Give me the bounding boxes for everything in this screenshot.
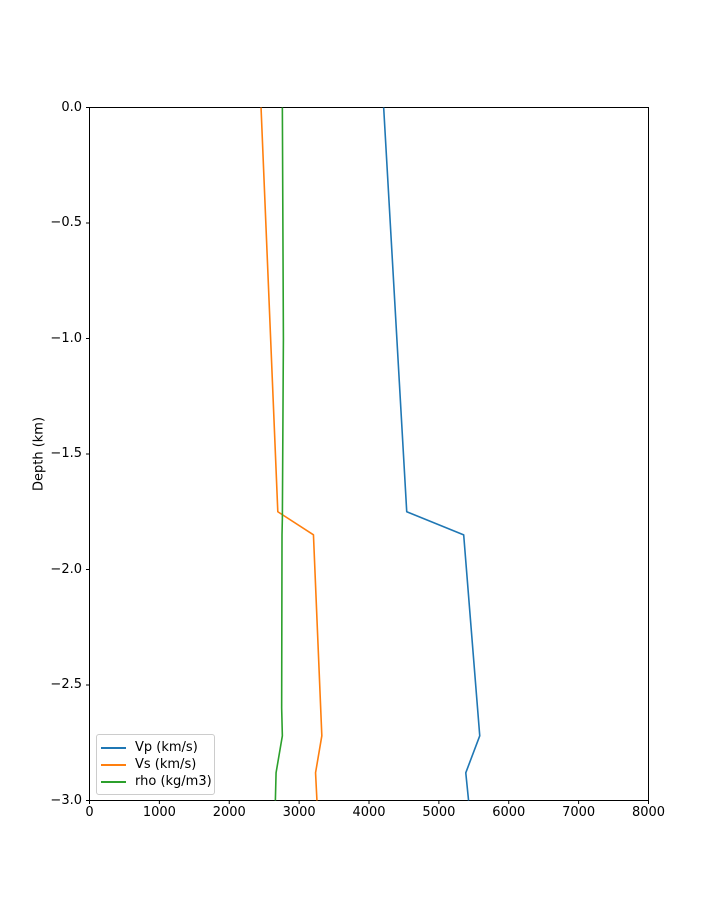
y-tick-label: 0.0 <box>61 99 82 115</box>
legend-item-label: rho (kg/m3) <box>135 773 212 789</box>
x-tick-label: 4000 <box>352 805 386 820</box>
y-tick-label: −3.0 <box>50 792 82 808</box>
series-line-rho <box>274 107 285 801</box>
x-tick-label: 1000 <box>142 805 176 820</box>
y-tick-label: −2.0 <box>50 561 82 577</box>
legend: Vp (km/s) Vs (km/s) rho (kg/m3) <box>96 734 215 795</box>
x-tick-label: 2000 <box>212 805 246 820</box>
y-tick-label: −2.5 <box>50 677 82 692</box>
y-tick-label: −0.5 <box>50 215 82 230</box>
legend-item-vs: Vs (km/s) <box>101 756 208 773</box>
x-tick-label: 8000 <box>631 805 666 820</box>
legend-item-label: Vs (km/s) <box>135 756 197 772</box>
y-tick-label: −1.5 <box>50 446 82 461</box>
legend-item-label: Vp (km/s) <box>135 739 198 755</box>
x-tick-label: 6000 <box>492 805 526 820</box>
x-tick-label: 5000 <box>422 805 456 820</box>
legend-line-sample-vp <box>101 746 126 749</box>
series-line-vs <box>260 107 323 801</box>
legend-item-rho: rho (kg/m3) <box>101 773 212 790</box>
legend-line-sample-rho <box>101 780 126 783</box>
x-tick-label: 3000 <box>282 805 316 820</box>
series-line-vp <box>382 107 481 801</box>
x-tick-label: 0 <box>85 805 94 820</box>
y-tick-label: −1.0 <box>50 330 82 346</box>
x-tick-label: 7000 <box>562 805 596 820</box>
plot-border <box>89 107 649 801</box>
legend-line-sample-vs <box>101 763 126 766</box>
legend-item-vp: Vp (km/s) <box>101 739 208 756</box>
